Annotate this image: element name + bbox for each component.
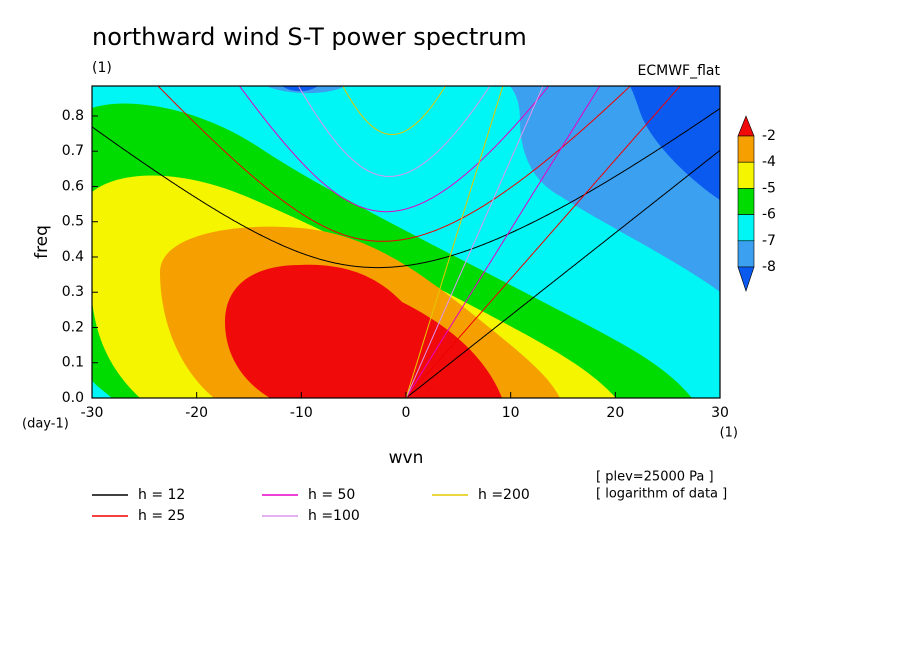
y-tick-label: 0.4 — [62, 249, 84, 265]
y-tick-label: 0.3 — [62, 284, 84, 300]
dispersion-curve — [405, 149, 720, 398]
colorbar-label: -6 — [762, 207, 776, 223]
colorbar-label: -7 — [762, 233, 776, 249]
colorbar-box — [737, 161, 755, 189]
x-tick-label: -30 — [81, 405, 104, 421]
legend-label: h =200 — [478, 487, 530, 503]
x-tick-label: 20 — [606, 405, 624, 421]
dispersion-curves — [92, 86, 720, 398]
chart-title: northward wind S-T power spectrum — [92, 23, 527, 51]
x-tick-label: -20 — [185, 405, 208, 421]
model-label: ECMWF_flat — [638, 63, 721, 79]
contour-region — [630, 86, 720, 200]
dispersion-curve — [297, 86, 491, 177]
legend-label: h = 50 — [308, 487, 355, 503]
colorbar-box — [737, 115, 755, 137]
colorbar-label: -8 — [762, 259, 776, 275]
subtitle: (1) — [92, 60, 112, 76]
x-tick-label: 30 — [711, 405, 729, 421]
colorbar-label: -5 — [762, 180, 776, 196]
y-axis-label: freq — [32, 225, 52, 259]
x-unit: (1) — [720, 426, 738, 441]
legend-label: h = 25 — [138, 508, 185, 524]
y-tick-label: 0.2 — [62, 319, 84, 335]
dispersion-curve — [405, 86, 544, 398]
dispersion-curve — [92, 108, 720, 269]
colorbar: -2 -4 -5 -6 -7 -8 — [737, 115, 776, 292]
y-tick-label: 0.8 — [62, 108, 84, 124]
note: [ logarithm of data ] — [596, 487, 727, 502]
dispersion-curve — [405, 86, 504, 398]
x-tick-label: 0 — [402, 405, 411, 421]
colorbar-box — [737, 188, 755, 215]
axes: 0.0 0.1 0.2 0.3 0.4 0.5 0.6 0.7 0.8 -30 -20 -10 0 10 2… — [62, 108, 729, 421]
y-tick-label: 0.0 — [62, 390, 84, 406]
colorbar-box — [737, 135, 755, 163]
y-tick-label: 0.1 — [62, 355, 84, 371]
colorbar-label: -4 — [762, 154, 776, 170]
dispersion-curve — [157, 86, 631, 242]
colorbar-box — [737, 214, 755, 242]
colorbar-box — [737, 266, 755, 292]
colorbar-box — [737, 240, 755, 268]
legend-label: h = 12 — [138, 487, 185, 503]
y-tick-label: 0.7 — [62, 143, 84, 159]
legend-label: h =100 — [308, 508, 360, 524]
x-tick-label: -10 — [290, 405, 313, 421]
y-tick-label: 0.6 — [62, 178, 84, 194]
legend: h = 12 h = 25 h = 50 h =100 h =200 — [92, 487, 530, 524]
note: [ plev=25000 Pa ] — [596, 470, 714, 485]
y-tick-label: 0.5 — [62, 214, 84, 230]
dispersion-curve — [405, 86, 681, 398]
contour-field — [92, 86, 720, 398]
y-unit: (day-1) — [22, 417, 69, 432]
dispersion-curve — [238, 86, 550, 213]
dispersion-curve — [342, 86, 447, 135]
x-tick-label: 10 — [502, 405, 520, 421]
colorbar-label: -2 — [762, 128, 776, 144]
dispersion-curve — [405, 86, 601, 398]
contour-region — [225, 264, 502, 398]
x-axis-label: wvn — [389, 448, 424, 468]
